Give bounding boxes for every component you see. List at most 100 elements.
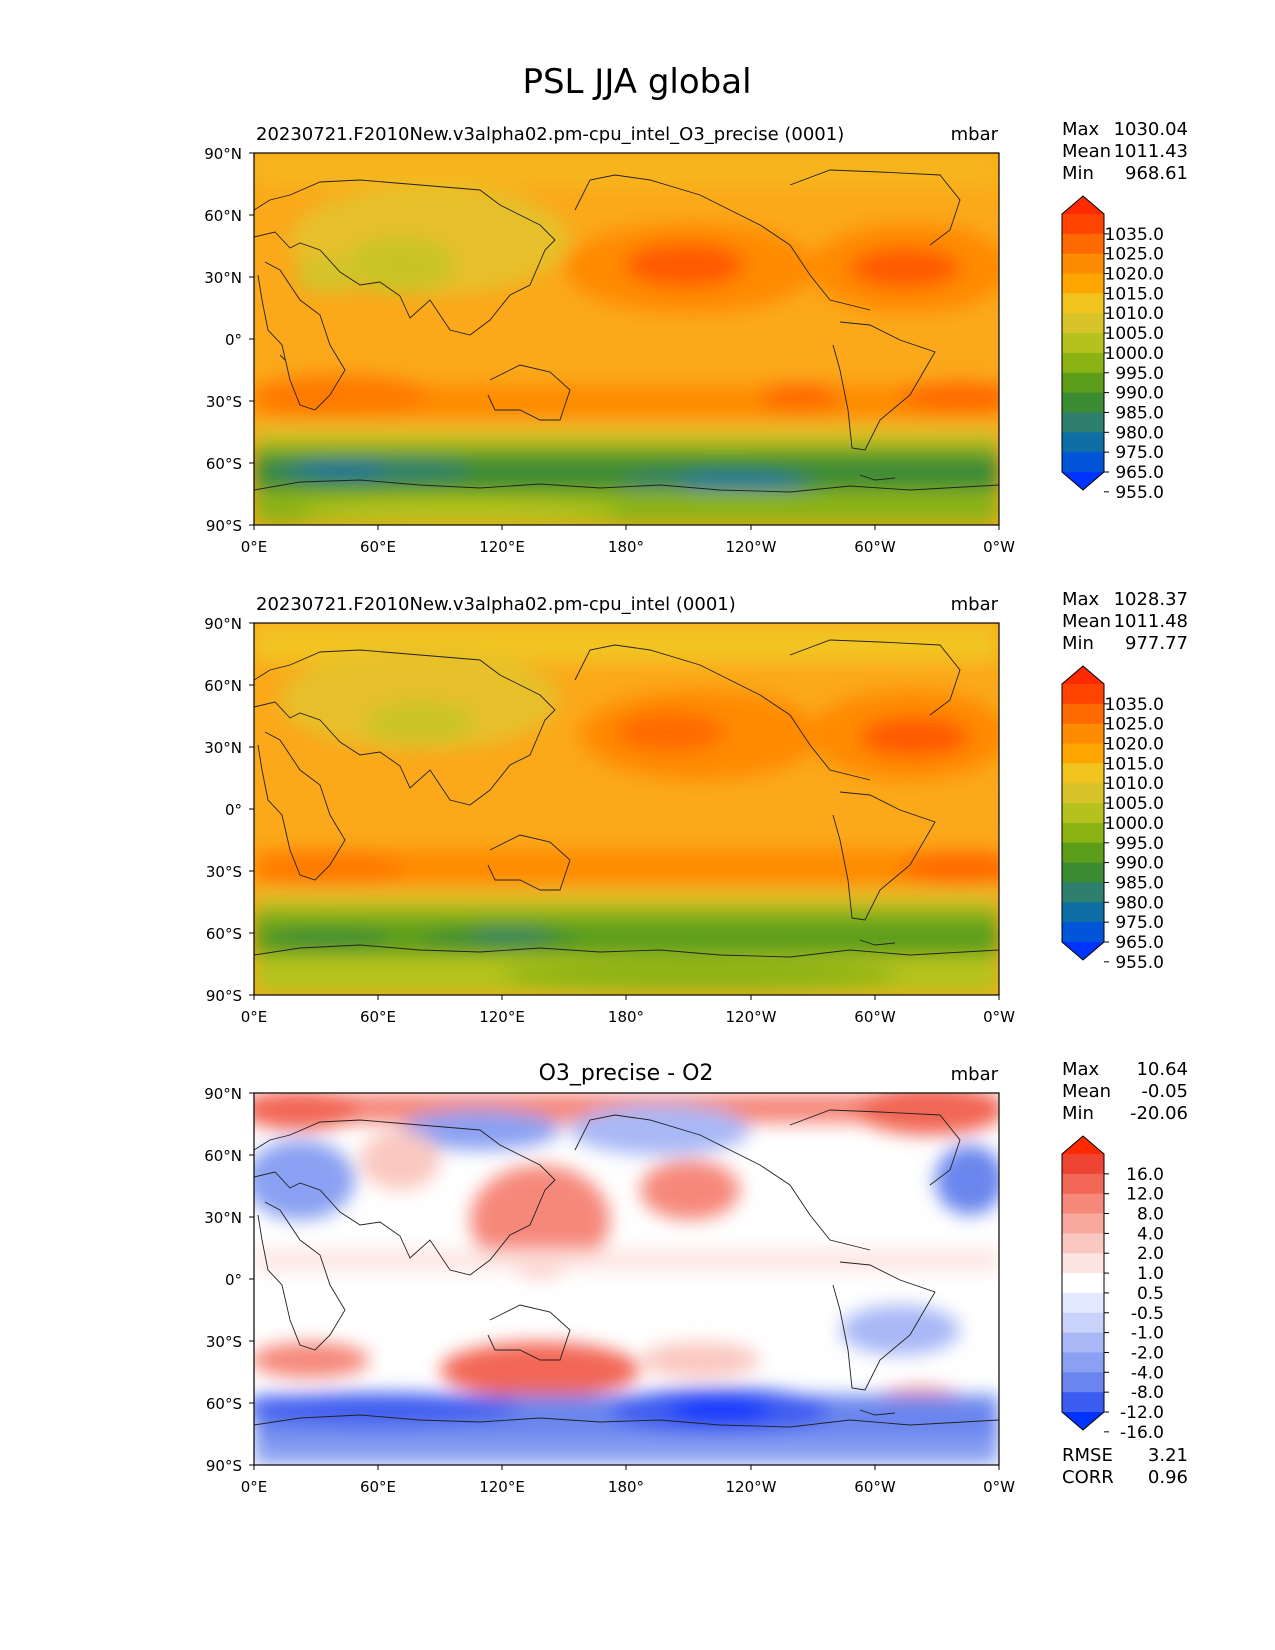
colorbar-tick-label: 965.0: [1115, 463, 1164, 483]
stat-value: -0.05: [1141, 1081, 1188, 1102]
colorbar-extend-bottom: [1062, 472, 1104, 490]
panel-units: mbar: [951, 1064, 999, 1085]
colorbar-tick-label: 965.0: [1115, 933, 1164, 953]
colorbar-band: [1062, 1154, 1104, 1175]
x-tick-label: 120°W: [726, 538, 777, 556]
metric-label: CORR: [1062, 1467, 1114, 1488]
stat-value: -20.06: [1130, 1103, 1188, 1124]
colorbar-band: [1062, 803, 1104, 824]
panel-difference: O3_precise - O2 mbar Max 10.64 Mean -0.0…: [204, 1059, 1188, 1496]
x-tick-label: 60°E: [360, 1478, 396, 1496]
colorbar-tick-label: 1035.0: [1105, 695, 1164, 715]
y-tick-label: 0°: [225, 331, 242, 349]
coastlines: [254, 1109, 999, 1428]
colorbar-band: [1062, 1372, 1104, 1393]
colorbar-tick-label: 8.0: [1137, 1205, 1164, 1225]
x-tick-label: 180°: [608, 1008, 644, 1026]
colorbar-tick-label: 12.0: [1126, 1185, 1164, 1205]
colorbar-band: [1062, 882, 1104, 903]
colorbar-tick-label: 1000.0: [1105, 344, 1164, 364]
colorbar-tick-label: -0.5: [1131, 1304, 1164, 1324]
colorbar-tick-label: 1005.0: [1105, 324, 1164, 344]
stat-mean: Mean -0.05: [1062, 1081, 1188, 1102]
colorbar-band: [1062, 862, 1104, 883]
colorbar-tick-label: 1035.0: [1105, 225, 1164, 245]
colorbar-tick-label: 990.0: [1115, 384, 1164, 404]
colorbar-band: [1062, 352, 1104, 374]
colorbar-tick-label: -2.0: [1131, 1343, 1164, 1363]
stat-value: 1030.04: [1114, 119, 1188, 140]
stat-value: 977.77: [1125, 633, 1188, 654]
stat-label: Max: [1062, 589, 1100, 610]
y-tick-label: 90°N: [204, 145, 242, 163]
panel-units: mbar: [951, 594, 999, 615]
x-tick-label: 60°E: [360, 1008, 396, 1026]
x-tick-label: 0°E: [241, 538, 268, 556]
stat-value: 1028.37: [1114, 589, 1188, 610]
colorbar-band: [1062, 1173, 1104, 1195]
y-tick-label: 30°N: [204, 269, 242, 287]
y-tick-label: 30°S: [206, 393, 242, 411]
colorbar-band: [1062, 1312, 1104, 1334]
colorbar-tick-label: 1010.0: [1105, 774, 1164, 794]
colorbar-band: [1062, 273, 1104, 294]
colorbar-band: [1062, 412, 1104, 433]
x-axis: [253, 525, 1000, 530]
colorbar-band: [1062, 1332, 1104, 1353]
metric-corr: CORR 0.96: [1062, 1467, 1188, 1488]
x-tick-label: 60°W: [854, 1008, 896, 1026]
y-tick-label: 60°N: [204, 677, 242, 695]
colorbar-tick-label: 1025.0: [1105, 245, 1164, 265]
y-tick-label: 30°N: [204, 739, 242, 757]
colorbar-tick-label: -8.0: [1131, 1383, 1164, 1403]
stat-max: Max 1030.04: [1062, 119, 1188, 140]
stat-max: Max 10.64: [1062, 1059, 1188, 1080]
map-plot: [254, 623, 999, 995]
map-plot: [254, 153, 999, 525]
colorbar-band: [1062, 253, 1104, 275]
x-tick-label: 0°W: [983, 1478, 1015, 1496]
panel-model-o3-precise: 20230721.F2010New.v3alpha02.pm-cpu_intel…: [204, 119, 1188, 556]
y-tick-label: 0°: [225, 801, 242, 819]
colorbar-tick-label: 1015.0: [1105, 754, 1164, 774]
colorbar-extend-top: [1062, 196, 1104, 214]
x-axis: [253, 1465, 1000, 1470]
metric-rmse: RMSE 3.21: [1062, 1445, 1188, 1466]
colorbar-band: [1062, 684, 1104, 705]
colorbar-tick-label: 1000.0: [1105, 814, 1164, 834]
stat-min: Min 977.77: [1062, 633, 1188, 654]
colorbar-band: [1062, 1292, 1104, 1314]
colorbar-tick-label: 955.0: [1115, 483, 1164, 503]
metric-value: 0.96: [1148, 1467, 1188, 1488]
colorbar-extend-bottom: [1062, 942, 1104, 960]
stat-label: Min: [1062, 163, 1094, 184]
colorbar-tick-label: -1.0: [1131, 1324, 1164, 1344]
colorbar-tick-label: 16.0: [1126, 1165, 1164, 1185]
panel-title: O3_precise - O2: [539, 1061, 714, 1086]
x-tick-label: 120°E: [479, 1478, 525, 1496]
panel-title: 20230721.F2010New.v3alpha02.pm-cpu_intel…: [256, 124, 844, 145]
coastlines: [254, 169, 999, 493]
x-axis: [253, 995, 1000, 1000]
stat-label: Min: [1062, 633, 1094, 654]
stat-label: Max: [1062, 1059, 1100, 1080]
figure-title: PSL JJA global: [522, 62, 751, 102]
colorbar: 1035.01025.01020.01015.01010.01005.01000…: [1061, 665, 1164, 973]
panel-units: mbar: [951, 124, 999, 145]
colorbar-tick-label: -4.0: [1131, 1363, 1164, 1383]
y-tick-label: 30°S: [206, 1333, 242, 1351]
stat-value: 1011.48: [1114, 611, 1188, 632]
colorbar-tick-label: 990.0: [1115, 854, 1164, 874]
colorbar-band: [1062, 1253, 1104, 1274]
colorbar-tick-label: 985.0: [1115, 403, 1164, 423]
colorbar-band: [1062, 313, 1104, 334]
stat-value: 1011.43: [1114, 141, 1188, 162]
colorbar-tick-label: 995.0: [1115, 364, 1164, 384]
colorbar-band: [1062, 333, 1104, 354]
panel-model-baseline: 20230721.F2010New.v3alpha02.pm-cpu_intel…: [204, 589, 1188, 1026]
colorbar-tick-label: 985.0: [1115, 873, 1164, 893]
colorbar-tick-label: 980.0: [1115, 893, 1164, 913]
stat-value: 10.64: [1136, 1059, 1188, 1080]
x-tick-label: 60°E: [360, 538, 396, 556]
y-tick-label: 0°: [225, 1271, 242, 1289]
